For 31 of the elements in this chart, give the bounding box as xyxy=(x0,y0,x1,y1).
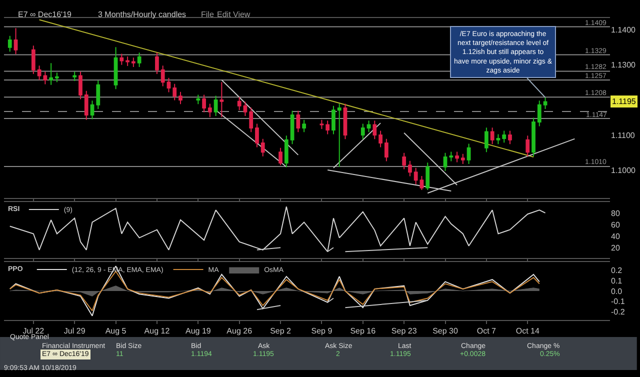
annotation: View xyxy=(233,10,250,19)
y-tick-label: 1.1100 xyxy=(611,130,636,140)
x-tick-label: Jul 29 xyxy=(64,326,86,336)
y-tick-label: 1.1000 xyxy=(611,166,636,175)
y-tick-label: -0.2 xyxy=(611,308,626,317)
y-tick-label: 0.1 xyxy=(611,276,623,286)
x-tick-label: Sep 16 xyxy=(350,326,376,336)
x-tick-label: Aug 12 xyxy=(144,326,170,336)
y-tick-label: 20 xyxy=(611,243,620,252)
x-tick-label: Sep 2 xyxy=(270,326,292,336)
x-tick-label: Sep 23 xyxy=(391,326,418,336)
annotation: Edit xyxy=(217,10,232,19)
annotation: File xyxy=(201,10,214,19)
y-tick-label: 0.2 xyxy=(611,266,623,276)
x-tick-label: Sep 9 xyxy=(311,326,333,336)
y-tick-label: 80 xyxy=(611,208,620,218)
y-tick-label: 60 xyxy=(611,220,620,230)
chart-title: E7 ∞ Dec16'19 xyxy=(18,10,72,19)
chart-subtitle: 3 Months/Hourly candles xyxy=(98,10,186,19)
y-tick-label: 1.1300 xyxy=(611,60,636,70)
x-tick-label: Aug 26 xyxy=(226,326,253,336)
x-tick-label: Sep 30 xyxy=(432,326,458,336)
x-tick-label: Aug 5 xyxy=(105,326,127,336)
y-tick-label: 0.0 xyxy=(611,286,623,296)
x-tick-label: Aug 19 xyxy=(185,326,212,336)
x-tick-label: Oct 7 xyxy=(476,326,497,336)
annotation: 1.1195 xyxy=(612,97,636,106)
y-tick-label: -0.1 xyxy=(611,297,626,306)
y-tick-label: 40 xyxy=(611,232,620,241)
y-tick-label: 1.1400 xyxy=(611,26,636,35)
x-tick-label: Oct 14 xyxy=(516,326,540,336)
